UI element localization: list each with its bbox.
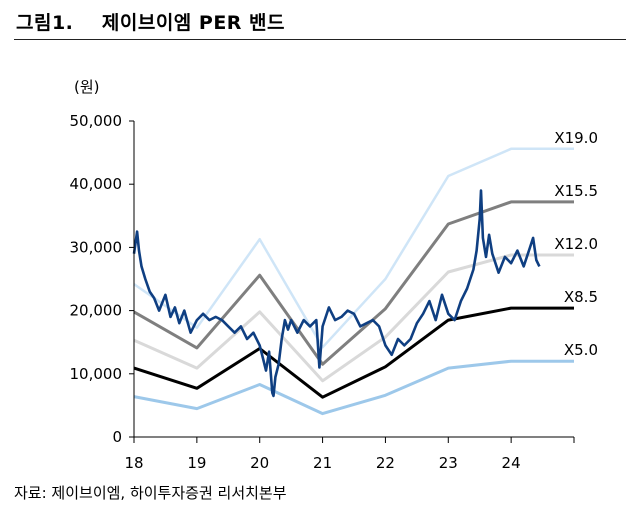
band-line-x8-5 xyxy=(133,306,574,399)
x-tick-label: 21 xyxy=(313,454,332,472)
source-note: 자료: 제이브이엠, 하이투자증권 리서치본부 xyxy=(14,484,287,502)
price-line xyxy=(132,189,541,398)
title-divider xyxy=(14,39,626,40)
y-tick-label: 40,000 xyxy=(70,175,123,193)
stock-price-series xyxy=(132,189,541,398)
y-axis-unit-label: (원) xyxy=(74,78,100,96)
x-tick-label: 23 xyxy=(439,454,458,472)
x-tick-label: 22 xyxy=(376,454,395,472)
x-tick-label: 24 xyxy=(502,454,521,472)
x-tick-label: 18 xyxy=(124,454,143,472)
y-tick-label: 0 xyxy=(112,428,122,446)
band-line-x5-0 xyxy=(133,359,574,416)
y-tick-label: 50,000 xyxy=(70,112,123,130)
per-band-labels: X19.0 X15.5 X12.0 X8.5 X5.0 xyxy=(554,129,598,359)
per-band-lines xyxy=(133,147,574,416)
band-label-x19-0: X19.0 xyxy=(554,129,598,147)
y-tick-label: 10,000 xyxy=(70,365,123,383)
y-tick-label: 20,000 xyxy=(70,302,123,320)
band-label-x5-0: X5.0 xyxy=(564,341,598,359)
band-label-x8-5: X8.5 xyxy=(564,288,598,306)
band-line-x12-0 xyxy=(133,253,574,383)
figure-title-text: 제이브이엠 PER 밴드 xyxy=(101,12,285,34)
x-tick-label: 20 xyxy=(250,454,269,472)
figure-title: 그림1. 제이브이엠 PER 밴드 xyxy=(16,8,285,35)
y-tick-label: 30,000 xyxy=(70,238,123,256)
band-label-x12-0: X12.0 xyxy=(554,235,598,253)
band-line-x15-5 xyxy=(133,200,574,366)
chart-axes: 0 10,000 20,000 30,000 40,000 50,000 18 19 20 21 2… xyxy=(70,112,575,472)
figure-label: 그림1. xyxy=(16,12,74,34)
x-tick-label: 19 xyxy=(187,454,206,472)
band-label-x15-5: X15.5 xyxy=(554,182,598,200)
